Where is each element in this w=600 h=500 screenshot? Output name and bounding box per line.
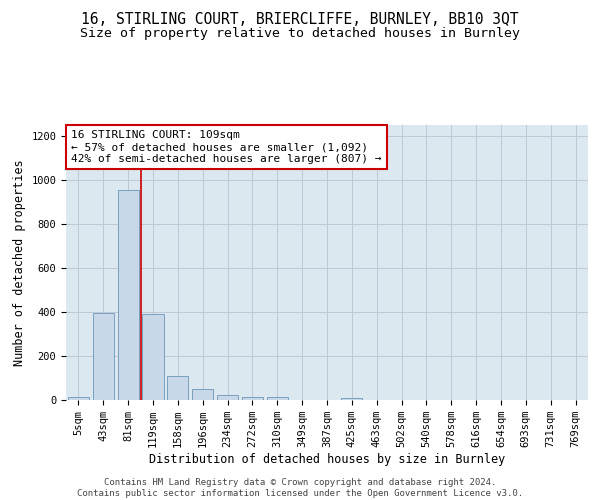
Text: 16 STIRLING COURT: 109sqm
← 57% of detached houses are smaller (1,092)
42% of se: 16 STIRLING COURT: 109sqm ← 57% of detac…	[71, 130, 382, 164]
Y-axis label: Number of detached properties: Number of detached properties	[13, 159, 26, 366]
Bar	[142, 314, 164, 400]
Bar	[68, 398, 89, 400]
Bar	[167, 376, 188, 400]
Text: Size of property relative to detached houses in Burnley: Size of property relative to detached ho…	[80, 28, 520, 40]
Bar	[341, 398, 362, 400]
Bar	[242, 397, 263, 400]
Text: Contains HM Land Registry data © Crown copyright and database right 2024.
Contai: Contains HM Land Registry data © Crown c…	[77, 478, 523, 498]
Bar	[267, 398, 288, 400]
Bar	[217, 394, 238, 400]
X-axis label: Distribution of detached houses by size in Burnley: Distribution of detached houses by size …	[149, 453, 505, 466]
Bar	[192, 389, 213, 400]
Bar	[93, 313, 114, 400]
Bar	[118, 190, 139, 400]
Text: 16, STIRLING COURT, BRIERCLIFFE, BURNLEY, BB10 3QT: 16, STIRLING COURT, BRIERCLIFFE, BURNLEY…	[81, 12, 519, 28]
